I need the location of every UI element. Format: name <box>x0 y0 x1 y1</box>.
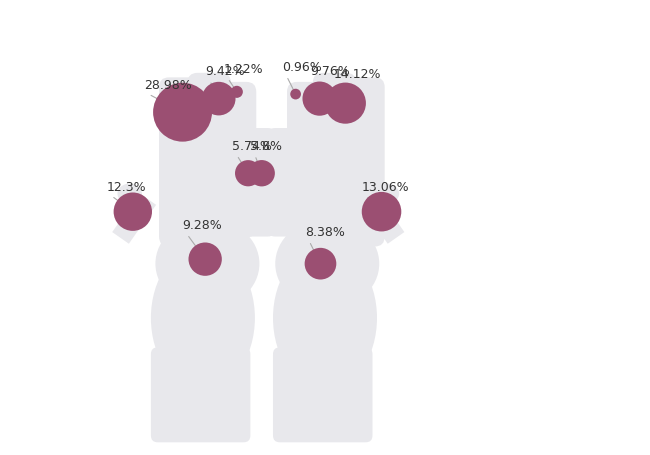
Point <box>127 208 138 215</box>
Ellipse shape <box>151 246 255 390</box>
Point <box>315 260 326 268</box>
FancyBboxPatch shape <box>313 73 356 238</box>
Ellipse shape <box>118 184 142 203</box>
Point <box>257 170 267 177</box>
Polygon shape <box>361 193 404 244</box>
Point <box>315 95 325 102</box>
Text: 9.76%: 9.76% <box>311 65 350 78</box>
Text: 14.12%: 14.12% <box>334 67 382 81</box>
FancyBboxPatch shape <box>214 82 256 238</box>
Text: 9.28%: 9.28% <box>183 219 222 232</box>
Ellipse shape <box>273 246 377 390</box>
Point <box>214 95 224 102</box>
FancyBboxPatch shape <box>266 128 302 237</box>
Point <box>340 100 350 107</box>
Text: 8.38%: 8.38% <box>305 226 344 239</box>
Point <box>177 109 188 116</box>
Ellipse shape <box>155 218 259 309</box>
Text: 1.22%: 1.22% <box>223 63 263 76</box>
Text: 5.74%: 5.74% <box>232 140 272 153</box>
FancyBboxPatch shape <box>287 82 329 238</box>
Text: 28.98%: 28.98% <box>144 79 192 92</box>
Point <box>376 208 387 215</box>
Point <box>291 91 301 98</box>
Text: 9.42%: 9.42% <box>205 65 245 78</box>
Text: 0.96%: 0.96% <box>282 61 322 74</box>
Ellipse shape <box>375 184 399 203</box>
FancyBboxPatch shape <box>240 128 277 237</box>
Text: 5.8%: 5.8% <box>250 140 282 153</box>
FancyBboxPatch shape <box>151 347 250 442</box>
FancyBboxPatch shape <box>273 347 372 442</box>
Ellipse shape <box>275 218 379 309</box>
Text: 12.3%: 12.3% <box>107 181 147 193</box>
FancyBboxPatch shape <box>159 77 204 247</box>
Point <box>243 170 254 177</box>
Point <box>231 88 242 96</box>
Text: 13.06%: 13.06% <box>361 181 409 193</box>
Point <box>200 256 211 263</box>
FancyBboxPatch shape <box>187 73 231 238</box>
FancyBboxPatch shape <box>340 77 385 247</box>
Polygon shape <box>112 193 156 244</box>
